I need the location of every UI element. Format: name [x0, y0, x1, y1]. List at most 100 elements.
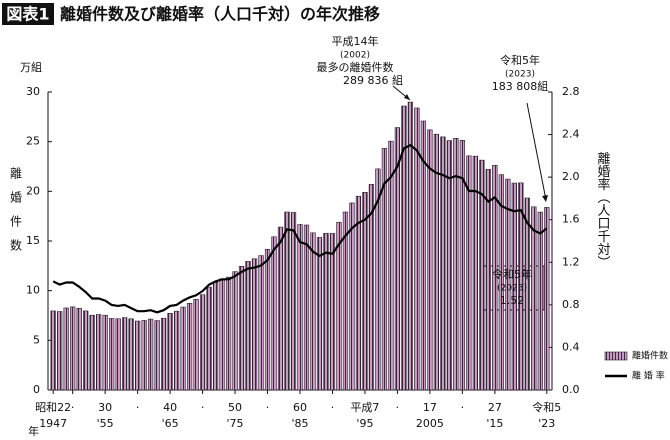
annotation: 289 836 組 — [343, 74, 403, 87]
x-tick-label: 令和5 — [532, 400, 561, 414]
bar — [518, 182, 524, 391]
y-unit: 万組 — [20, 61, 42, 74]
x-tick-label: · — [201, 401, 205, 414]
y2-tick-label: 0.0 — [562, 383, 580, 396]
bar — [258, 255, 264, 391]
bar — [115, 318, 121, 391]
bar — [232, 271, 238, 391]
annotation: (2002) — [340, 51, 370, 61]
x-tick-label: 27 — [488, 401, 502, 414]
bar — [394, 127, 401, 391]
y-tick-label: 30 — [26, 85, 40, 98]
x-tick-label: · — [71, 401, 75, 414]
bar — [167, 313, 173, 391]
annotation: 1.52 — [500, 294, 525, 307]
bar — [109, 318, 115, 391]
bar — [245, 261, 251, 391]
arrow-head — [542, 195, 548, 202]
bar — [368, 184, 375, 391]
annotation: 最多の離婚件数 — [317, 60, 394, 74]
x-tick-label-western: '55 — [97, 417, 114, 430]
x-tick-label: 50 — [228, 401, 242, 414]
x-tick-label: 40 — [163, 401, 177, 414]
bar — [303, 224, 310, 391]
bar — [290, 212, 297, 391]
bar — [342, 211, 349, 391]
bar — [511, 182, 517, 391]
bar — [407, 101, 414, 391]
bar — [173, 310, 180, 391]
bar — [154, 320, 160, 391]
y2-tick-label: 1.6 — [562, 213, 580, 226]
x-tick-label: 平成7 — [350, 401, 379, 414]
bar — [316, 237, 323, 391]
bar — [264, 248, 271, 391]
bar — [199, 294, 206, 391]
bar — [459, 139, 466, 391]
annotation: (2023) — [497, 284, 527, 294]
bar — [102, 314, 108, 391]
y2-axis-label: 離婚率（人口千対） — [595, 152, 611, 269]
bar — [122, 317, 128, 391]
bar — [433, 133, 440, 391]
bar — [70, 306, 76, 391]
x-tick-label: · — [136, 401, 140, 414]
bar — [349, 202, 355, 391]
bar — [492, 165, 498, 391]
bar — [147, 318, 154, 391]
x-tick-label-western: 1947 — [39, 417, 67, 430]
x-tick-label: 昭和22 — [35, 401, 71, 414]
annotation: 令和5年 — [492, 267, 532, 281]
bar — [134, 320, 141, 391]
arrow — [526, 102, 547, 201]
bar — [414, 107, 420, 391]
title-tag-box — [2, 3, 54, 25]
annotation: (2023) — [505, 70, 535, 80]
legend-swatch — [604, 351, 628, 361]
bar — [50, 310, 56, 391]
rate-line — [52, 143, 548, 314]
x-tick-label-western: '85 — [291, 417, 308, 430]
x-tick-label: · — [266, 401, 270, 414]
bar — [453, 137, 459, 391]
x-axis-label: 年 — [28, 424, 39, 438]
y-tick-label: 0 — [33, 383, 40, 396]
bar — [427, 129, 433, 391]
y2-tick-label: 1.2 — [562, 255, 580, 268]
x-tick-label-western: '95 — [356, 417, 373, 430]
bar — [355, 195, 362, 391]
bar — [466, 155, 472, 391]
y-tick-label: 10 — [26, 284, 40, 297]
annotation: 183 808組 — [492, 80, 549, 93]
bar — [83, 310, 89, 391]
bar — [336, 221, 342, 391]
bar — [401, 105, 407, 391]
bar — [531, 206, 537, 391]
bar — [57, 311, 63, 391]
bar — [180, 306, 186, 391]
bar — [524, 197, 530, 391]
bar — [193, 299, 199, 391]
bar — [238, 266, 245, 391]
x-tick-label: 60 — [293, 401, 307, 414]
y-tick-label: 15 — [26, 234, 40, 247]
x-tick-label: · — [331, 401, 335, 414]
bar — [271, 236, 277, 391]
arrow-head — [404, 94, 410, 100]
bar — [212, 282, 219, 391]
y-tick-label: 25 — [26, 135, 40, 148]
bar — [498, 174, 504, 391]
bar — [420, 120, 427, 391]
bar — [186, 302, 193, 391]
bar — [160, 317, 167, 391]
title-tag: 図表1 — [6, 5, 49, 24]
bar — [89, 314, 95, 391]
y2-tick-label: 0.4 — [562, 340, 580, 353]
x-tick-label-western: '23 — [538, 417, 555, 430]
bar — [381, 148, 388, 391]
bar — [141, 320, 147, 391]
x-tick-label-western: '65 — [162, 417, 179, 430]
y2-tick-label: 0.8 — [562, 298, 580, 311]
bar — [472, 155, 478, 391]
